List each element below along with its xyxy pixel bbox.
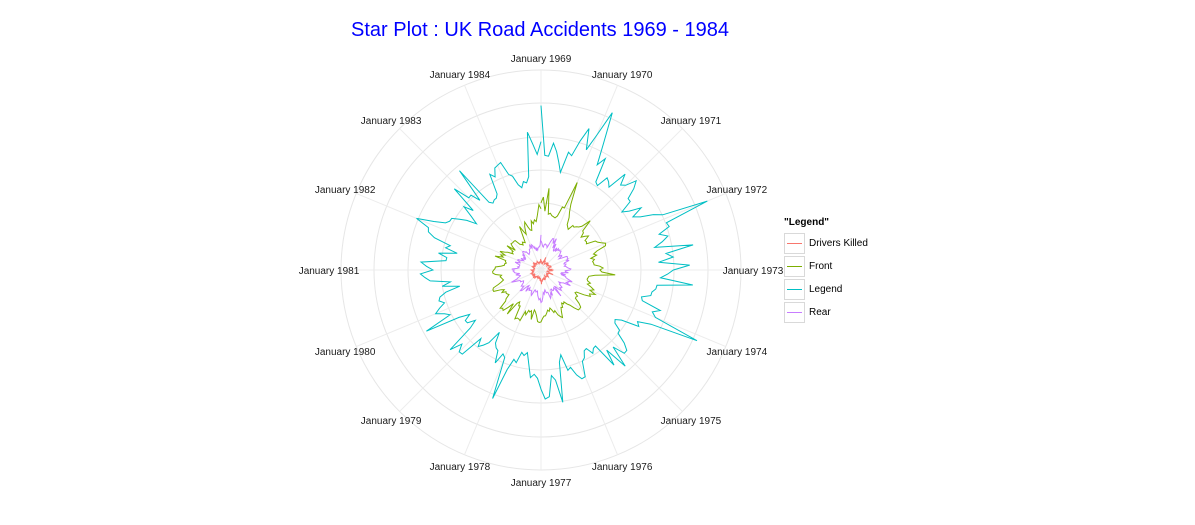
tick-label: January 1979 <box>361 416 422 427</box>
tick-label: January 1973 <box>723 266 784 277</box>
series-line-drivers-killed <box>529 257 554 285</box>
polar-grid <box>340 69 742 471</box>
tick-label: January 1981 <box>299 266 360 277</box>
tick-label: January 1969 <box>511 54 572 65</box>
legend-label: Rear <box>809 307 831 318</box>
chart-title: Star Plot : UK Road Accidents 1969 - 198… <box>351 19 729 41</box>
legend-item: Front <box>784 255 868 278</box>
legend-key <box>784 233 805 254</box>
legend: "Legend" Drivers Killed Front Legend Rear <box>784 217 868 324</box>
tick-label: January 1974 <box>707 347 768 358</box>
grid-spoke <box>540 85 618 271</box>
series-line-legend <box>416 105 708 403</box>
grid-spoke <box>356 193 542 271</box>
grid-spoke <box>464 85 542 271</box>
legend-item: Rear <box>784 301 868 324</box>
tick-label: January 1976 <box>592 462 653 473</box>
axis-tick-labels: January 1969 January 1970 January 1971 Janu… <box>299 54 784 489</box>
grid-spoke <box>540 269 618 455</box>
legend-swatch <box>787 289 802 290</box>
tick-label: January 1983 <box>361 116 422 127</box>
series-line-front <box>492 182 616 324</box>
tick-label: January 1977 <box>511 478 572 489</box>
grid-spoke <box>540 193 726 271</box>
legend-swatch <box>787 243 802 244</box>
tick-label: January 1980 <box>315 347 376 358</box>
legend-label: Legend <box>809 284 843 295</box>
grid-spoke <box>356 269 542 347</box>
grid-spoke <box>464 269 542 455</box>
tick-label: January 1982 <box>315 185 376 196</box>
series-layer <box>416 105 708 403</box>
grid-spoke <box>540 128 683 271</box>
tick-label: January 1970 <box>592 70 653 81</box>
legend-swatch <box>787 312 802 313</box>
tick-label: January 1978 <box>430 462 491 473</box>
grid-spoke <box>399 128 542 271</box>
legend-key <box>784 256 805 277</box>
legend-key <box>784 302 805 323</box>
grid-spoke <box>399 269 542 412</box>
legend-item: Legend <box>784 278 868 301</box>
legend-key <box>784 279 805 300</box>
tick-label: January 1972 <box>707 185 768 196</box>
legend-item: Drivers Killed <box>784 232 868 255</box>
grid-spoke <box>540 269 683 412</box>
tick-label: January 1975 <box>661 416 722 427</box>
legend-items: Drivers Killed Front Legend Rear <box>784 232 868 324</box>
legend-label: Drivers Killed <box>809 238 868 249</box>
legend-title: "Legend" <box>784 217 830 228</box>
legend-label: Front <box>809 261 833 272</box>
tick-label: January 1971 <box>661 116 722 127</box>
tick-label: January 1984 <box>430 70 491 81</box>
grid-spoke <box>540 269 726 347</box>
legend-swatch <box>787 266 802 267</box>
series-line-rear <box>511 234 573 304</box>
